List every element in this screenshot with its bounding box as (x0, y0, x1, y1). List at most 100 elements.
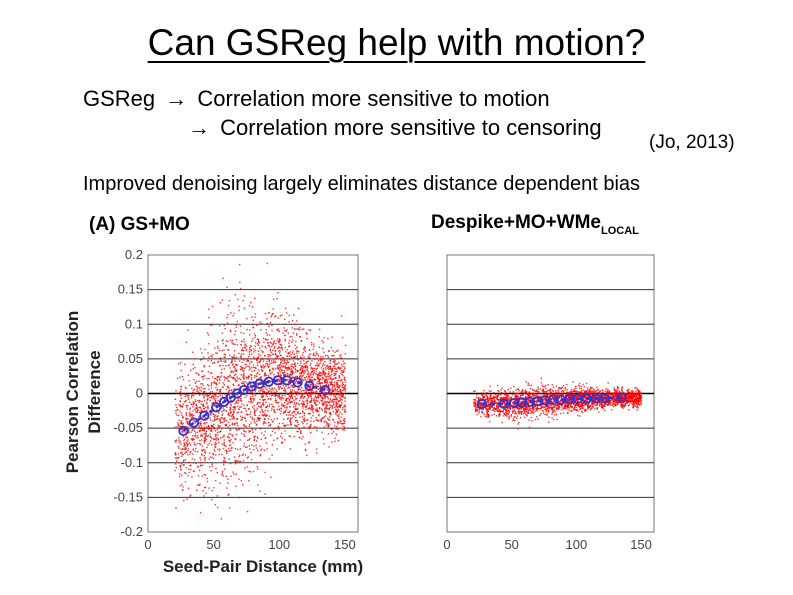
scatter-point (243, 382, 245, 385)
scatter-point (208, 316, 210, 319)
scatter-point (238, 496, 240, 499)
scatter-point (284, 388, 286, 391)
scatter-point (586, 400, 589, 403)
scatter-point (494, 396, 497, 398)
scatter-point (290, 391, 292, 394)
scatter-point (236, 344, 239, 346)
scatter-point (533, 406, 535, 408)
scatter-point (190, 451, 192, 453)
scatter-point (331, 405, 333, 407)
scatter-point (266, 395, 268, 398)
scatter-point (341, 389, 344, 391)
scatter-point (291, 371, 294, 373)
scatter-point (309, 386, 311, 389)
scatter-point (635, 396, 637, 398)
scatter-point (183, 445, 185, 447)
scatter-point (257, 350, 260, 353)
scatter-point (198, 391, 200, 394)
scatter-point (333, 372, 335, 375)
scatter-point (250, 411, 252, 413)
scatter-point (192, 389, 195, 391)
scatter-point (309, 423, 312, 426)
scatter-point (277, 425, 280, 428)
scatter-point (312, 380, 314, 382)
scatter-point (192, 437, 194, 440)
scatter-point (276, 437, 279, 439)
scatter-point (211, 372, 213, 374)
scatter-point (216, 506, 219, 509)
scatter-point (487, 400, 490, 403)
scatter-point (304, 371, 306, 373)
scatter-point (273, 347, 276, 349)
scatter-point (211, 463, 213, 465)
scatter-point (260, 405, 263, 407)
scatter-point (179, 405, 181, 407)
scatter-point (235, 459, 237, 462)
scatter-point (300, 372, 303, 374)
scatter-point (204, 423, 206, 425)
scatter-point (340, 420, 342, 423)
scatter-point (341, 394, 343, 396)
scatter-point (558, 396, 561, 398)
scatter-point (332, 365, 335, 368)
scatter-point (334, 389, 336, 391)
scatter-point (214, 438, 216, 440)
scatter-point (344, 408, 346, 410)
scatter-point (543, 399, 545, 401)
scatter-point (200, 427, 203, 429)
scatter-point (208, 442, 211, 445)
scatter-point (326, 389, 328, 391)
scatter-point (478, 410, 481, 413)
scatter-point (221, 417, 223, 419)
scatter-point (218, 426, 220, 428)
scatter-point (281, 372, 284, 374)
scatter-point (269, 424, 272, 426)
scatter-point (270, 391, 273, 393)
scatter-point (178, 447, 180, 449)
scatter-point (260, 349, 262, 352)
scatter-point (273, 374, 275, 376)
scatter-point (539, 395, 542, 397)
scatter-point (286, 367, 288, 369)
scatter-point (178, 419, 180, 421)
scatter-point (310, 390, 312, 392)
scatter-point (215, 439, 217, 441)
scatter-point (238, 460, 240, 462)
scatter-point (289, 418, 292, 420)
scatter-point (287, 393, 289, 395)
scatter-point (256, 384, 258, 386)
scatter-point (227, 380, 229, 382)
scatter-point (325, 411, 328, 414)
scatter-point (338, 409, 340, 411)
scatter-point (253, 439, 256, 441)
scatter-point (296, 425, 298, 427)
scatter-point (226, 396, 229, 399)
scatter-point (316, 409, 318, 411)
scatter-point (303, 370, 306, 372)
scatter-point (298, 393, 300, 395)
scatter-point (208, 428, 210, 430)
scatter-point (333, 374, 335, 377)
scatter-point (480, 402, 482, 404)
scatter-point (329, 368, 331, 370)
scatter-point (310, 409, 313, 411)
scatter-point (282, 372, 285, 374)
scatter-point (284, 439, 286, 441)
scatter-point (316, 452, 318, 454)
scatter-point (232, 383, 234, 385)
scatter-point (275, 400, 278, 402)
scatter-point (278, 382, 280, 384)
scatter-point (318, 373, 320, 375)
scatter-point (184, 386, 187, 388)
scatter-point (191, 351, 194, 353)
scatter-point (578, 391, 580, 393)
scatter-point (205, 406, 207, 408)
scatter-point (560, 396, 563, 398)
scatter-point (535, 393, 537, 395)
scatter-point (315, 419, 317, 421)
scatter-point (285, 363, 287, 365)
trend-line (182, 379, 326, 432)
scatter-point (244, 344, 246, 346)
scatter-point (182, 416, 184, 418)
scatter-point (229, 329, 231, 332)
